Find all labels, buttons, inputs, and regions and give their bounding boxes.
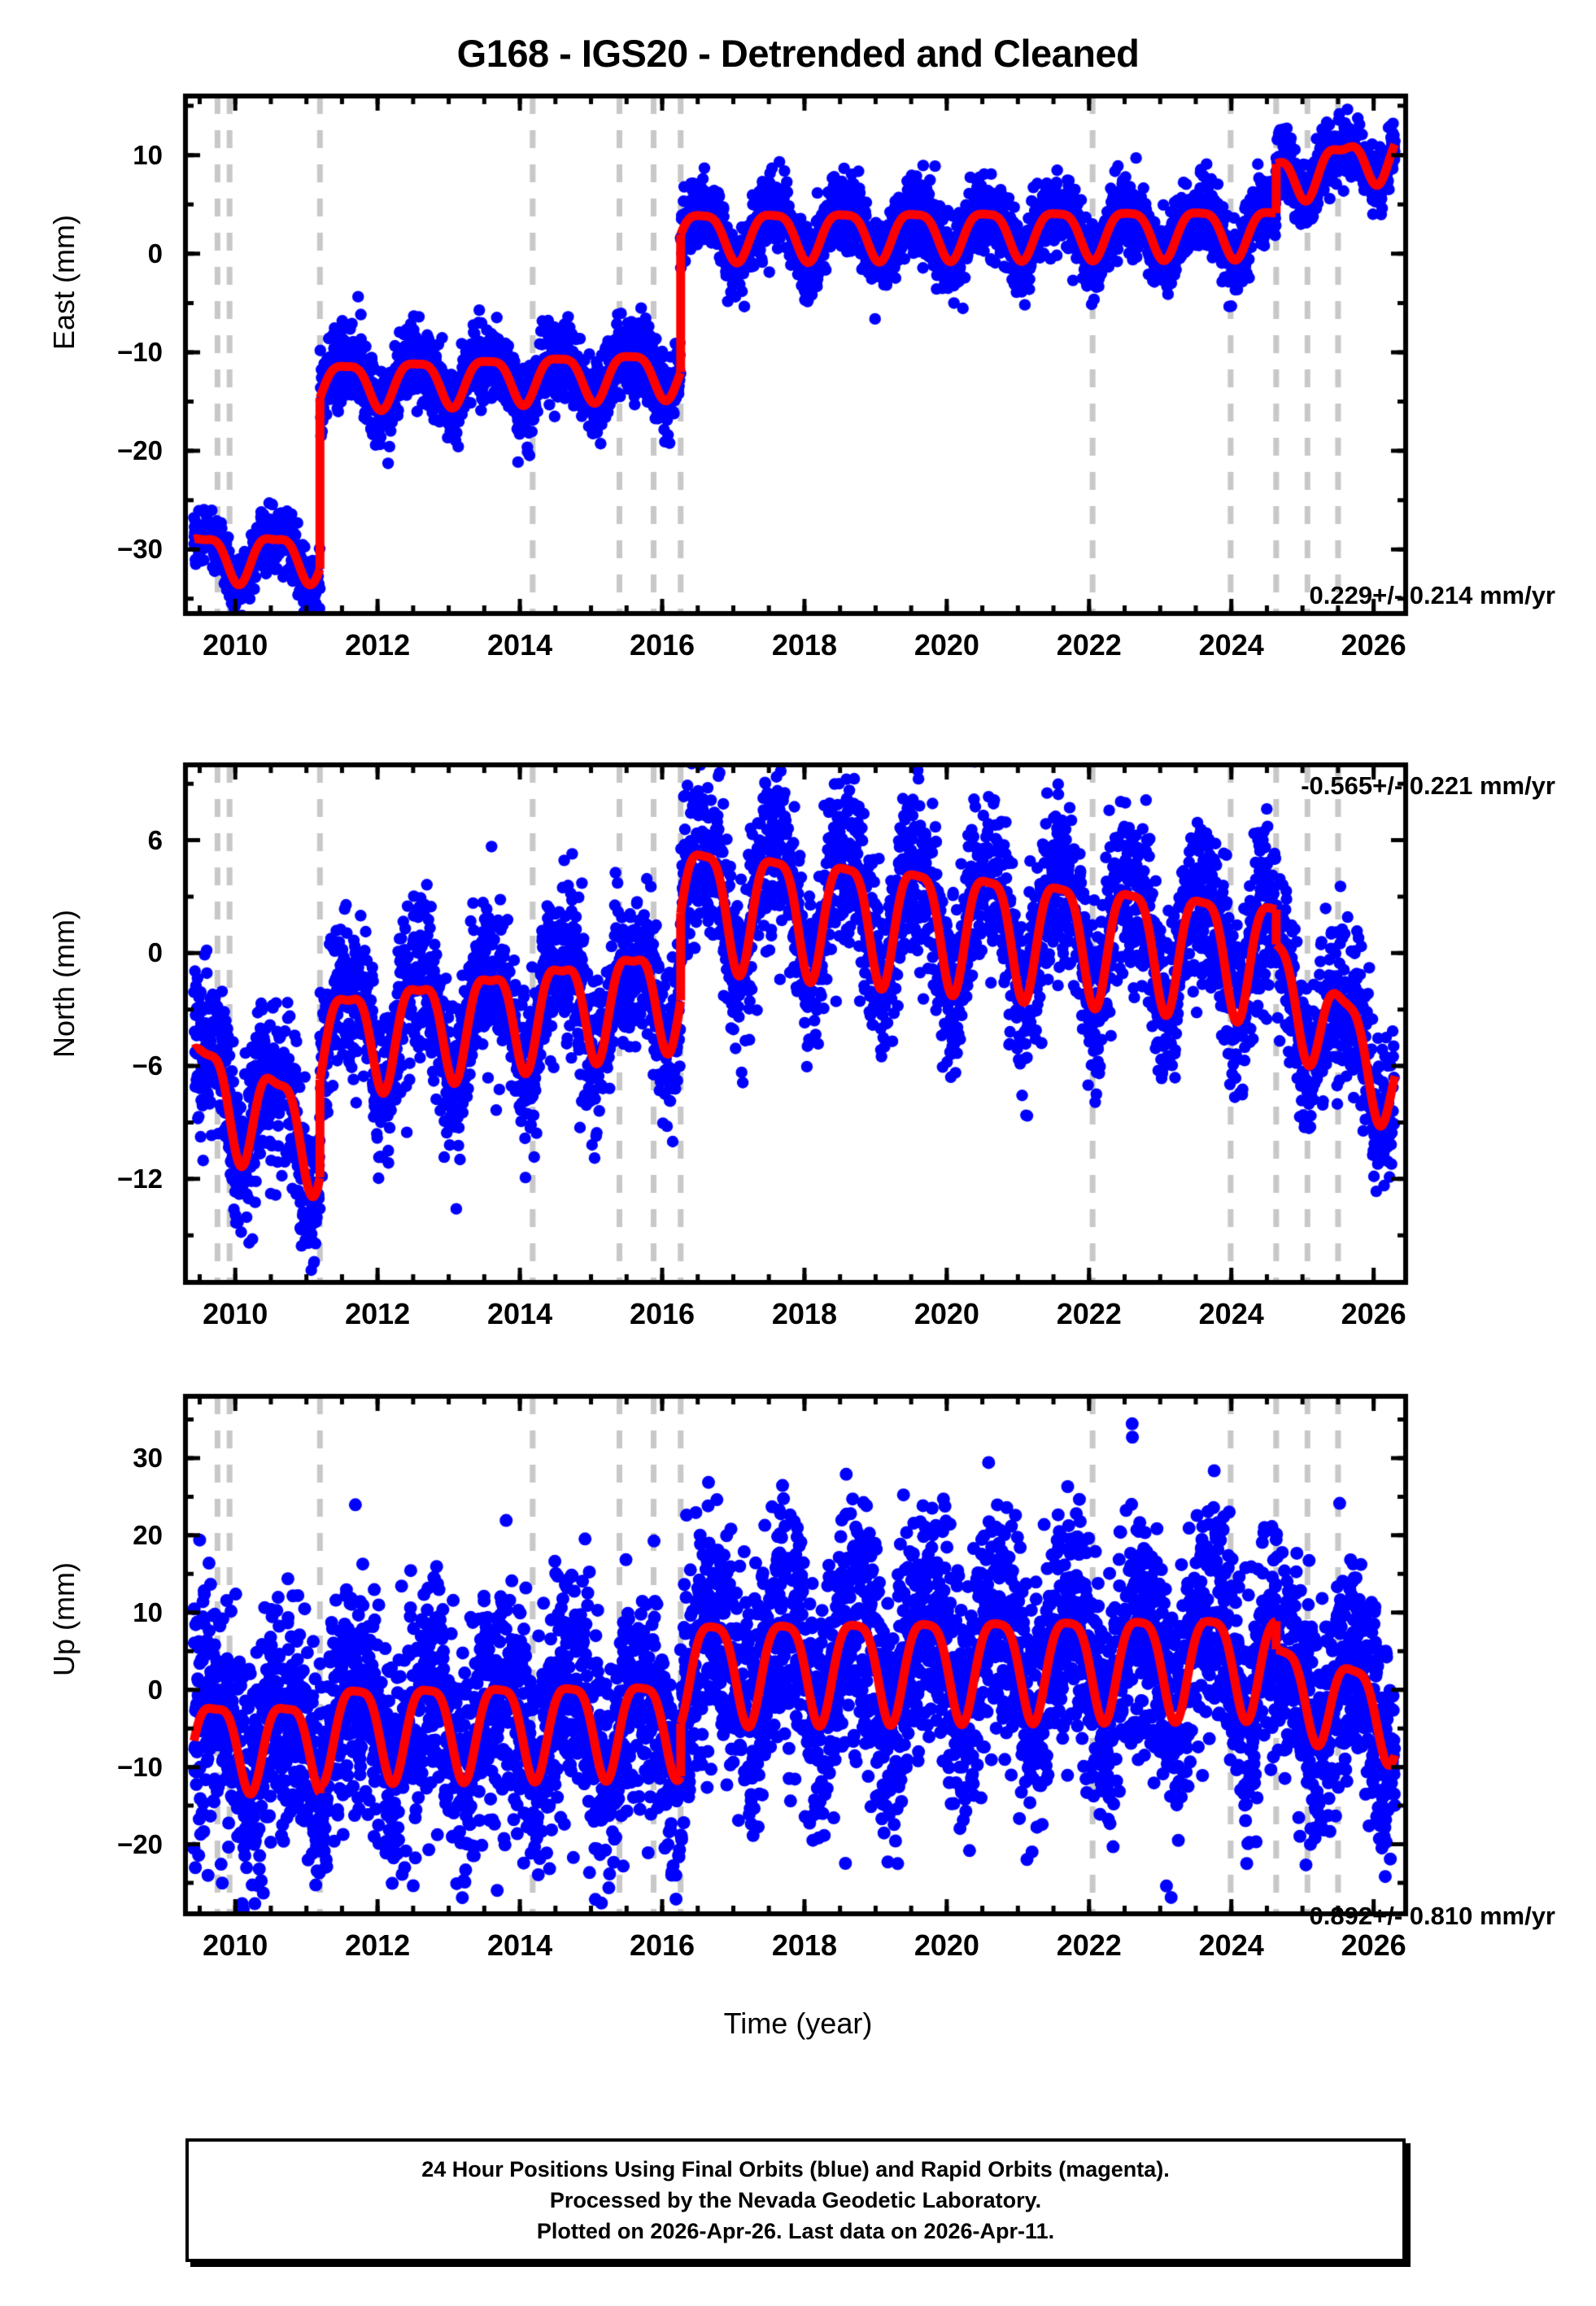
xtick-north-7: 2024 [1198,1297,1264,1330]
ytick-up-4: −10 [117,1751,163,1782]
ytick-up-0: 30 [133,1442,163,1473]
xtick-up-1: 2012 [345,1928,411,1962]
xtick-up-6: 2022 [1056,1928,1122,1962]
ytick-north-3: −12 [117,1163,163,1194]
xtick-north-2: 2014 [487,1297,553,1330]
ytick-up-5: −20 [117,1828,163,1859]
xtick-north-1: 2012 [345,1297,411,1330]
north-axis-label: North (mm) [47,910,81,1058]
xtick-up-4: 2018 [771,1928,837,1962]
up-rate-annotation: 0.892+/- 0.810 mm/yr [1309,1902,1555,1930]
north-rate-annotation: -0.565+/- 0.221 mm/yr [1301,771,1555,800]
footer-line-2: Processed by the Nevada Geodetic Laborat… [549,2187,1042,2212]
xtick-east-6: 2022 [1056,628,1122,662]
xtick-east-4: 2018 [771,628,837,662]
ytick-up-3: 0 [147,1674,163,1705]
xtick-north-4: 2018 [771,1297,837,1330]
xtick-east-1: 2012 [345,628,411,662]
page-title: G168 - IGS20 - Detrended and Cleaned [456,32,1140,75]
ytick-up-1: 20 [133,1519,163,1550]
xtick-east-3: 2016 [629,628,696,662]
xtick-east-7: 2024 [1198,628,1264,662]
footer-line-3: Plotted on 2026-Apr-26. Last data on 202… [536,2219,1055,2244]
x-axis-label: Time (year) [723,2007,873,2040]
xtick-up-0: 2010 [203,1928,268,1962]
xtick-east-0: 2010 [203,628,268,662]
xtick-east-2: 2014 [487,628,553,662]
ytick-up-2: 10 [133,1596,163,1627]
xtick-east-5: 2020 [914,628,979,662]
xtick-up-3: 2016 [629,1928,696,1962]
ytick-east-2: −10 [117,336,163,367]
ytick-east-4: −30 [117,534,163,565]
xtick-north-6: 2022 [1056,1297,1122,1330]
xtick-up-8: 2026 [1341,1928,1406,1962]
east-axis-label: East (mm) [47,215,81,350]
ytick-north-1: 0 [147,937,163,968]
ytick-east-1: 0 [147,238,163,269]
ytick-north-2: −6 [132,1050,163,1081]
ytick-east-0: 10 [133,139,163,170]
xtick-up-7: 2024 [1198,1928,1264,1962]
xtick-north-0: 2010 [203,1297,268,1330]
ytick-east-3: −20 [117,435,163,466]
footer-note-box: 24 Hour Positions Using Final Orbits (bl… [185,2138,1406,2262]
ytick-north-0: 6 [147,824,163,855]
east-rate-annotation: 0.229+/- 0.214 mm/yr [1309,581,1555,609]
footer-line-1: 24 Hour Positions Using Final Orbits (bl… [421,2156,1170,2182]
xtick-up-2: 2014 [487,1928,553,1962]
xtick-north-3: 2016 [629,1297,696,1330]
xtick-east-8: 2026 [1341,628,1406,662]
xtick-north-5: 2020 [914,1297,979,1330]
xtick-up-5: 2020 [914,1928,979,1962]
xtick-north-8: 2026 [1341,1297,1406,1330]
